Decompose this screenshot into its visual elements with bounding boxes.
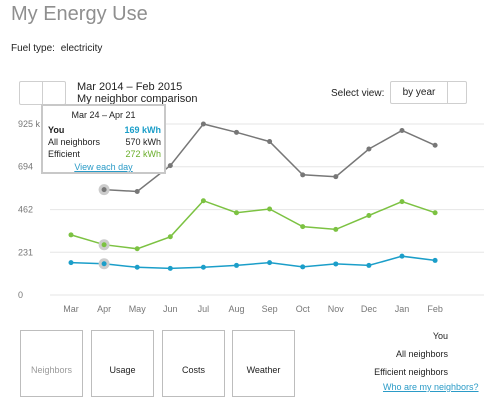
period-nav-divider <box>42 82 43 104</box>
point-all-neighbors-feb <box>432 142 438 148</box>
point-you-aug <box>234 262 239 268</box>
x-tick-mar: Mar <box>63 304 79 314</box>
tile-neighbors[interactable]: Neighbors <box>20 330 83 397</box>
view-select-value: by year <box>402 87 436 98</box>
period-nav <box>19 81 66 105</box>
point-you-jun <box>167 265 173 271</box>
tooltip-neighbors-label: All neighbors <box>48 137 101 147</box>
point-efficient-neighbors-oct <box>300 224 306 230</box>
y-tick-2: 462 <box>18 205 33 215</box>
tile-usage[interactable]: Usage <box>91 330 154 397</box>
fuel-type-label: Fuel type: <box>11 43 55 54</box>
x-tick-jul: Jul <box>198 304 210 314</box>
point-all-neighbors-apr <box>101 187 107 193</box>
tile-neighbors-label: Neighbors <box>30 365 73 375</box>
point-efficient-neighbors-jun <box>167 234 173 240</box>
point-you-sep <box>267 260 273 266</box>
point-efficient-neighbors-apr <box>101 242 107 248</box>
tile-usage-label: Usage <box>109 365 136 375</box>
legend-you: You <box>432 331 448 341</box>
point-all-neighbors-jan <box>399 127 405 133</box>
series-line-you <box>70 255 436 270</box>
point-efficient-neighbors-mar <box>68 232 74 238</box>
x-tick-sep: Sep <box>262 304 278 314</box>
series-line-efficient-neighbors <box>70 199 436 250</box>
tooltip-you-value: 169 kWh <box>124 125 161 135</box>
point-efficient-neighbors-jul <box>200 198 206 204</box>
point-you-may <box>134 264 140 270</box>
legend-all-neighbors: All neighbors <box>395 349 448 359</box>
legend-efficient-neighbors: Efficient neighbors <box>374 367 448 377</box>
y-tick-3: 694 <box>18 162 33 172</box>
x-tick-jan: Jan <box>395 304 410 314</box>
fuel-type-value: electricity <box>60 43 103 54</box>
view-select[interactable]: by year <box>390 81 467 104</box>
comparison-label: My neighbor comparison <box>77 93 198 105</box>
x-tick-may: May <box>129 304 147 314</box>
point-all-neighbors-dec <box>366 146 372 152</box>
point-all-neighbors-jul <box>200 121 206 127</box>
point-you-mar <box>68 260 74 266</box>
energy-chart: 0 231 462 694 925 k Mar Apr May Jun Jul Aug Sep Oct… <box>18 119 484 314</box>
tile-costs-label: Costs <box>181 365 205 375</box>
point-efficient-neighbors-sep <box>267 206 273 212</box>
point-you-jul <box>200 264 206 270</box>
point-efficient-neighbors-jan <box>399 199 405 205</box>
next-period-button[interactable] <box>43 82 65 104</box>
point-you-feb <box>432 257 438 263</box>
view-select-divider <box>447 82 448 103</box>
point-all-neighbors-oct <box>300 172 306 178</box>
point-you-oct <box>300 264 306 270</box>
previous-period-button[interactable] <box>20 82 42 104</box>
period-label: Mar 2014 – Feb 2015 <box>77 81 183 93</box>
x-tick-dec: Dec <box>361 304 378 314</box>
point-all-neighbors-may <box>134 188 140 194</box>
tooltip-neighbors-value: 570 kWh <box>125 137 161 147</box>
x-tick-apr: Apr <box>97 304 111 314</box>
who-are-my-neighbors-link[interactable]: Who are my neighbors? <box>383 382 479 392</box>
y-tick-1: 231 <box>18 247 33 257</box>
fuel-type: Fuel type: electricity <box>11 43 102 54</box>
page-title: My Energy Use <box>11 3 148 25</box>
point-all-neighbors-sep <box>267 139 273 145</box>
tooltip-efficient-label: Efficient <box>48 149 80 159</box>
point-efficient-neighbors-may <box>134 246 140 252</box>
point-all-neighbors-jun <box>167 163 173 169</box>
x-tick-aug: Aug <box>228 304 244 314</box>
x-tick-nov: Nov <box>328 304 345 314</box>
view-each-day-link[interactable]: View each day <box>74 162 133 172</box>
x-tick-jun: Jun <box>163 304 178 314</box>
point-efficient-neighbors-aug <box>234 210 239 216</box>
select-view-label: Select view: <box>331 88 385 99</box>
point-efficient-neighbors-dec <box>366 213 372 219</box>
point-efficient-neighbors-nov <box>333 226 339 232</box>
tile-weather-label: Weather <box>246 365 281 375</box>
point-you-jan <box>399 253 405 259</box>
point-efficient-neighbors-feb <box>432 210 438 216</box>
dropdown-arrow-icon[interactable] <box>448 82 466 103</box>
point-you-nov <box>333 261 339 267</box>
tooltip-efficient-value: 272 kWh <box>125 149 161 159</box>
tooltip-date: Mar 24 – Apr 21 <box>71 110 136 120</box>
point-all-neighbors-aug <box>234 129 239 135</box>
tooltip-you-label: You <box>48 125 65 135</box>
point-you-apr <box>101 261 107 267</box>
point-you-dec <box>366 262 372 268</box>
tile-costs[interactable]: Costs <box>162 330 225 397</box>
chart-tooltip: Mar 24 – Apr 21 You 169 kWh All neighbor… <box>41 104 166 174</box>
x-tick-feb: Feb <box>427 304 443 314</box>
tile-weather[interactable]: Weather <box>232 330 295 397</box>
y-tick-4: 925 k <box>18 119 41 129</box>
x-tick-oct: Oct <box>296 304 311 314</box>
point-all-neighbors-nov <box>333 174 339 180</box>
y-tick-0: 0 <box>18 290 23 300</box>
